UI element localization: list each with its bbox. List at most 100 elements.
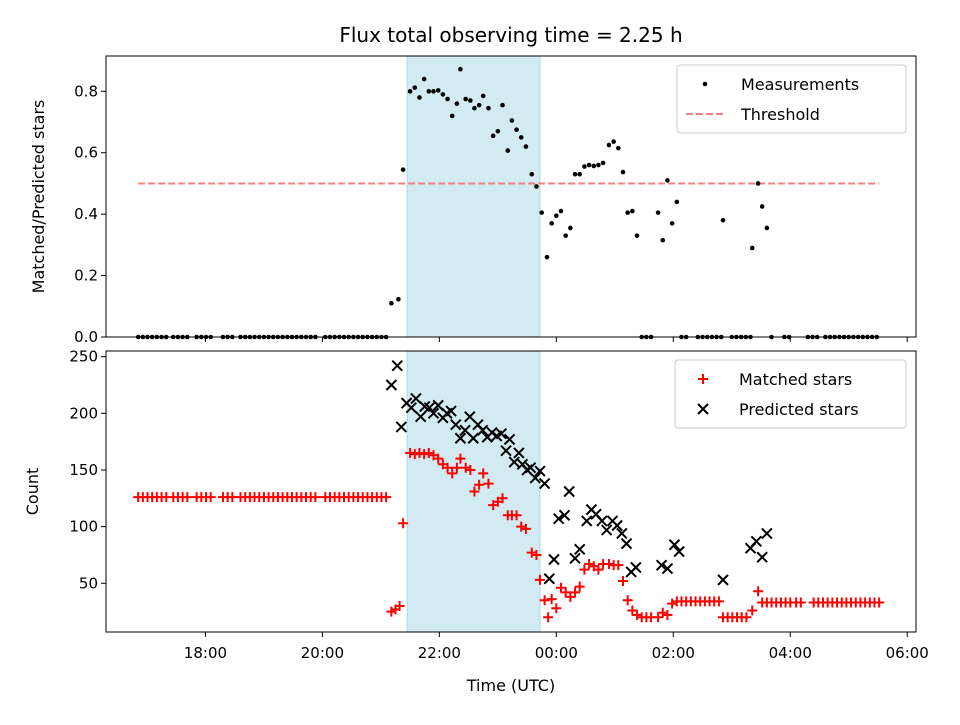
data-point <box>596 162 601 168</box>
data-point <box>516 521 527 532</box>
legend-label: Measurements <box>741 75 859 94</box>
data-point <box>574 581 585 592</box>
data-point <box>749 245 755 251</box>
data-point <box>419 449 430 460</box>
data-point <box>548 553 560 566</box>
data-point <box>414 447 425 458</box>
data-point <box>395 421 408 433</box>
series-matched-stars <box>133 447 885 623</box>
data-point <box>750 535 763 548</box>
data-point <box>669 221 675 226</box>
data-point <box>449 113 455 119</box>
data-point <box>534 574 545 585</box>
data-point <box>520 523 531 534</box>
data-point <box>611 139 616 144</box>
data-point <box>764 225 770 231</box>
data-point <box>563 233 568 238</box>
y-tick-label: 200 <box>69 404 98 422</box>
data-point <box>445 96 450 102</box>
data-point <box>632 610 643 621</box>
data-point <box>665 178 670 183</box>
data-point <box>509 118 515 123</box>
data-point <box>544 254 550 260</box>
highlight-span <box>406 55 541 338</box>
data-point <box>508 456 520 468</box>
data-point <box>497 493 508 504</box>
data-point <box>630 208 635 214</box>
data-point <box>546 594 557 605</box>
data-point <box>761 527 773 540</box>
x-tick-label: 06:00 <box>886 644 929 662</box>
data-point <box>572 171 578 177</box>
data-point <box>600 160 606 166</box>
x-tick-label: 02:00 <box>652 644 695 662</box>
data-point <box>431 89 436 94</box>
data-point <box>450 418 462 431</box>
data-point <box>741 612 752 623</box>
data-point <box>514 127 519 133</box>
data-point <box>513 447 525 459</box>
data-point <box>622 595 633 606</box>
data-point <box>616 145 621 151</box>
data-point <box>474 479 485 490</box>
data-point <box>713 596 724 607</box>
y-tick-label: 250 <box>69 348 98 366</box>
data-point <box>558 509 571 522</box>
data-point <box>410 392 422 405</box>
y-tick-label: 0.6 <box>74 144 98 162</box>
data-point <box>465 464 476 475</box>
data-point <box>526 547 537 558</box>
data-point <box>478 468 489 479</box>
data-point <box>552 512 565 525</box>
data-point <box>442 462 453 473</box>
y-axis-label: Count <box>23 468 42 516</box>
data-point <box>480 93 486 99</box>
data-point <box>394 600 405 611</box>
data-point <box>747 605 758 616</box>
data-point <box>593 564 604 575</box>
data-point <box>674 199 680 205</box>
data-point <box>511 510 522 521</box>
data-point <box>529 171 535 177</box>
data-point <box>554 213 559 218</box>
data-point <box>620 169 626 175</box>
data-point <box>569 552 581 565</box>
data-point <box>472 105 477 111</box>
data-point <box>591 163 597 169</box>
data-point <box>455 453 466 464</box>
data-point <box>534 465 546 477</box>
data-point <box>563 485 575 498</box>
data-point <box>467 432 479 444</box>
data-point <box>673 545 685 558</box>
data-point <box>556 582 567 593</box>
data-point <box>447 468 458 479</box>
legend: Matched stars Predicted stars <box>674 359 907 429</box>
legend-marker <box>697 403 709 415</box>
data-point <box>385 379 398 391</box>
data-point <box>396 296 401 302</box>
data-point <box>874 597 885 608</box>
data-point <box>574 543 586 555</box>
y-tick-label: 0.4 <box>74 205 98 223</box>
series-measurements <box>135 66 880 340</box>
data-point <box>409 449 420 460</box>
data-point <box>756 551 768 563</box>
y-tick-label: 50 <box>79 574 98 592</box>
data-point <box>423 447 434 458</box>
data-point <box>606 142 612 148</box>
bottom-panel: 50 100 150 200 250 18:00 20:00 22:00 00:00 02:00 0… <box>23 348 929 695</box>
data-point <box>560 587 571 598</box>
legend-box <box>674 359 907 429</box>
data-point <box>611 519 623 532</box>
data-point <box>421 76 427 82</box>
data-point <box>538 477 551 490</box>
data-point <box>423 401 436 414</box>
data-point <box>655 559 668 571</box>
data-point <box>451 462 462 473</box>
data-point <box>603 559 614 570</box>
legend-label: Matched stars <box>739 370 852 389</box>
data-point <box>405 447 416 458</box>
x-axis-label: Time (UTC) <box>466 676 555 695</box>
data-point <box>620 537 633 550</box>
